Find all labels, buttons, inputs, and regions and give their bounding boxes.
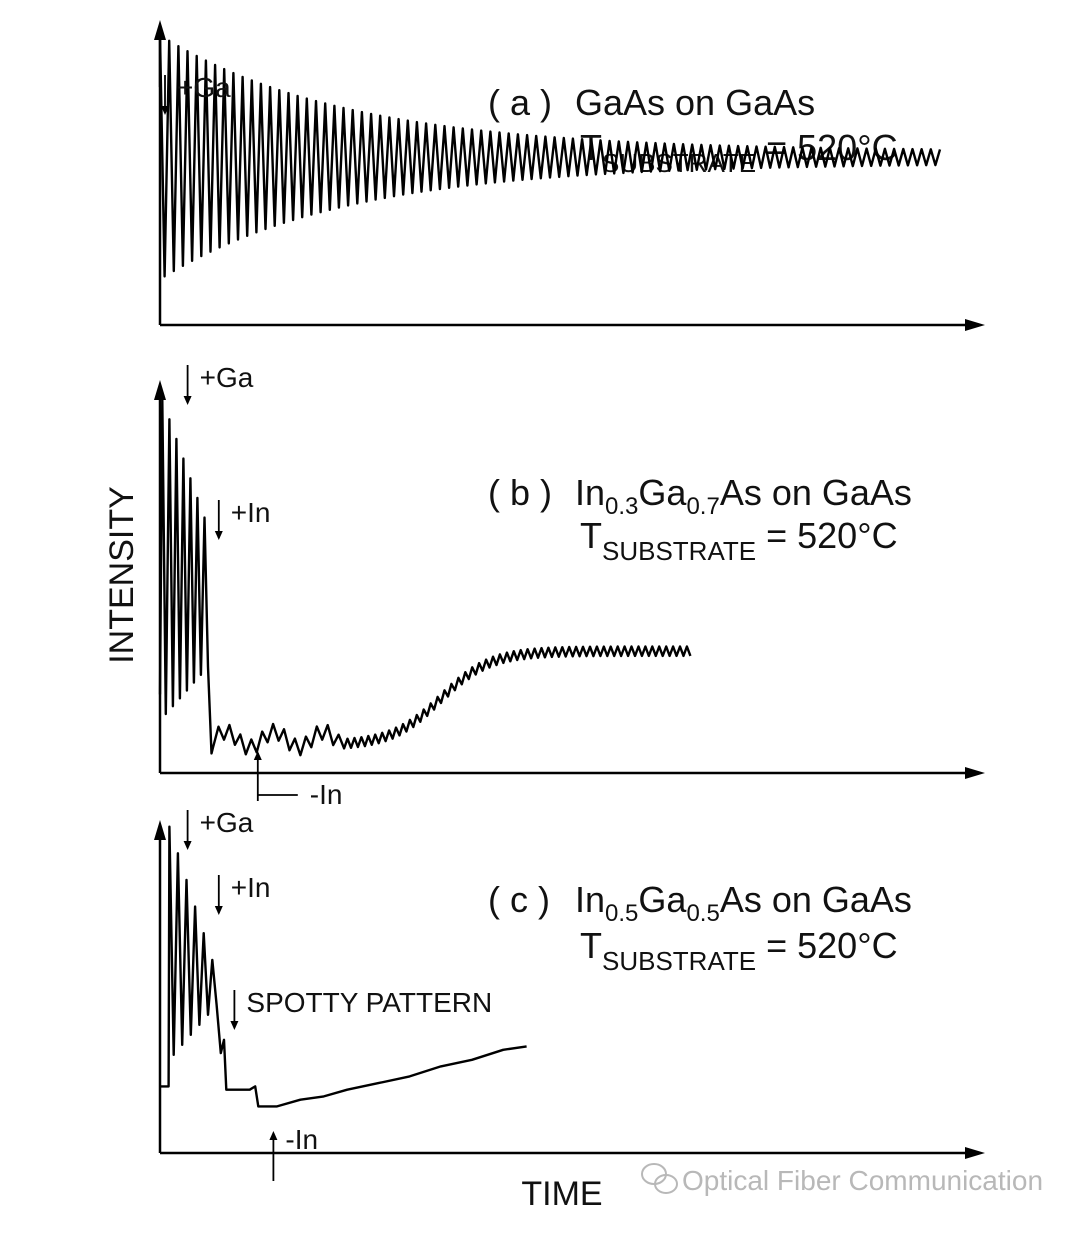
annotation-label: SPOTTY PATTERN xyxy=(246,987,492,1018)
annotation-label: -In xyxy=(285,1124,318,1155)
title-text: Ga xyxy=(638,879,687,920)
arrow-head-down xyxy=(214,531,223,540)
watermark-text: Optical Fiber Communication xyxy=(682,1165,1043,1196)
wechat-icon xyxy=(641,1163,678,1194)
annotation-label: +In xyxy=(231,872,271,903)
rheed-trace-c xyxy=(160,825,527,1108)
arrow-head-down xyxy=(183,396,192,405)
title-text: Ga xyxy=(638,472,687,513)
substrate-temperature: TSUBSTRATE = 520°C xyxy=(580,515,898,566)
panel-title: In0.3Ga0.7As on GaAs xyxy=(575,472,912,520)
annotation-label: +Ga xyxy=(200,807,254,838)
x-axis-arrowhead xyxy=(965,319,985,331)
arrow-head-down xyxy=(230,1021,239,1030)
annotation-in: +In xyxy=(214,497,271,540)
y-axis-arrowhead xyxy=(154,820,166,840)
annotation-label: +In xyxy=(231,497,271,528)
arrow-head-down xyxy=(161,106,169,115)
rheed-trace-a xyxy=(158,34,942,278)
temp-value: = 520°C xyxy=(766,127,897,168)
panel-label: ( a ) xyxy=(488,82,552,123)
y-axis-label: INTENSITY xyxy=(103,486,141,664)
temp-value: = 520°C xyxy=(766,515,897,556)
panel-label: ( c ) xyxy=(488,879,550,920)
temp-value: = 520°C xyxy=(766,925,897,966)
annotation-spotty-pattern: SPOTTY PATTERN xyxy=(230,987,492,1030)
arrow-head-up xyxy=(269,1131,278,1140)
title-subscript: 0.5 xyxy=(686,900,719,927)
annotation-ga: +Ga xyxy=(161,72,231,115)
title-subscript: 0.7 xyxy=(686,493,719,520)
annotation-in: -In xyxy=(253,751,343,810)
temp-subscript: SUBSTRATE xyxy=(602,536,756,566)
title-text: As on GaAs xyxy=(720,879,912,920)
temp-T: T xyxy=(580,515,602,556)
x-axis-arrowhead xyxy=(965,1147,985,1159)
annotation-label: -In xyxy=(310,779,343,810)
title-subscript: 0.3 xyxy=(605,493,638,520)
annotation-label: +Ga xyxy=(177,72,231,103)
arrow-head-down xyxy=(183,841,192,850)
panel-label: ( b ) xyxy=(488,472,552,513)
arrow-head-down xyxy=(214,906,223,915)
axes-panel-c xyxy=(154,820,985,1159)
title-text: In xyxy=(575,472,605,513)
panel-title: In0.5Ga0.5As on GaAs xyxy=(575,879,912,927)
arrow-head-up xyxy=(253,751,262,760)
y-axis-arrowhead xyxy=(154,20,166,40)
axes-panel-b xyxy=(154,380,985,779)
title-subscript: 0.5 xyxy=(605,900,638,927)
annotation-in: -In xyxy=(269,1124,318,1181)
annotation-label: +Ga xyxy=(200,362,254,393)
y-axis-arrowhead xyxy=(154,380,166,400)
annotation-in: +In xyxy=(214,872,271,915)
panel-title: GaAs on GaAs xyxy=(575,82,815,123)
temp-T: T xyxy=(580,925,602,966)
annotation-ga: +Ga xyxy=(183,807,254,850)
temp-subscript: SUBSTRATE xyxy=(602,946,756,976)
rheed-trace-b xyxy=(158,398,692,757)
title-text: As on GaAs xyxy=(720,472,912,513)
watermark: Optical Fiber Communication xyxy=(641,1163,1043,1196)
x-axis-arrowhead xyxy=(965,767,985,779)
x-axis-label: TIME xyxy=(521,1175,602,1213)
annotation-ga: +Ga xyxy=(183,362,254,405)
substrate-temperature: TSUBSTRATE = 520°C xyxy=(580,925,898,976)
title-text: In xyxy=(575,879,605,920)
